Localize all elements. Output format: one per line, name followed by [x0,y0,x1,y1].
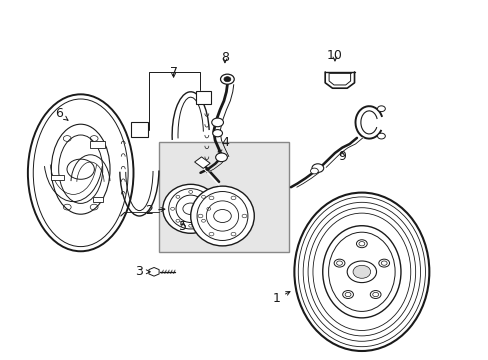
Ellipse shape [294,193,428,351]
Ellipse shape [322,226,400,318]
Circle shape [346,261,376,283]
Bar [130,122,148,137]
Circle shape [310,168,318,174]
Text: 4: 4 [218,136,228,152]
Circle shape [378,259,389,267]
Bar [93,197,102,202]
Circle shape [377,106,385,112]
Circle shape [215,153,227,162]
Circle shape [311,164,323,172]
Text: 6: 6 [55,107,68,120]
Circle shape [342,291,353,298]
Circle shape [242,214,246,218]
Circle shape [333,259,344,267]
Bar [51,175,63,180]
Circle shape [377,133,385,139]
Text: 1: 1 [272,292,289,305]
Circle shape [224,77,230,82]
Circle shape [352,265,370,278]
Ellipse shape [163,184,218,233]
Circle shape [183,203,198,215]
Ellipse shape [190,186,254,246]
Bar [195,91,211,104]
Text: 7: 7 [169,66,177,78]
Text: 9: 9 [338,150,346,163]
Text: 10: 10 [326,49,342,62]
Circle shape [213,210,231,222]
Bar [159,142,288,252]
Circle shape [212,130,222,137]
Ellipse shape [28,94,133,251]
Circle shape [231,196,236,200]
Circle shape [209,232,214,236]
Circle shape [231,232,236,236]
Circle shape [220,74,234,84]
Circle shape [198,214,203,218]
Text: 5: 5 [179,220,187,233]
Text: 2: 2 [145,204,164,217]
Text: 3: 3 [135,265,150,278]
Circle shape [356,240,366,248]
Bar [90,141,105,148]
Bar [194,157,210,168]
Circle shape [209,196,214,200]
Text: 8: 8 [221,51,228,64]
Circle shape [369,291,380,298]
Circle shape [211,118,223,127]
